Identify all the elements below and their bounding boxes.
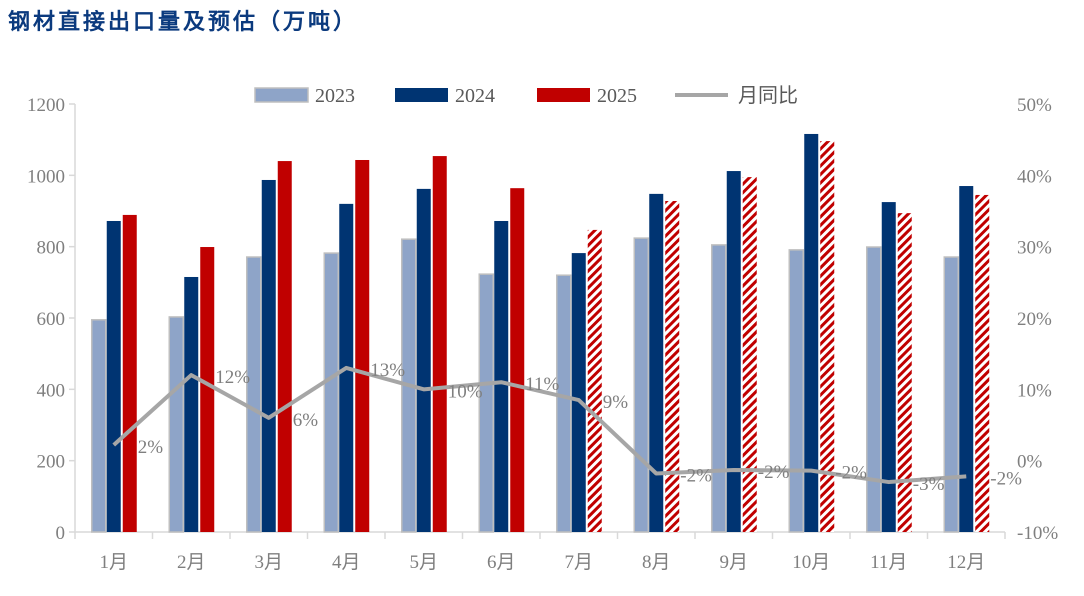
bar-2023-4月 (323, 252, 339, 533)
left-tick-label: 400 (37, 380, 66, 401)
bar-2024-10月 (804, 133, 819, 532)
bar-2024-12月 (959, 186, 974, 533)
x-tick-label: 1月 (99, 552, 128, 573)
right-tick-label: 0% (1017, 452, 1043, 473)
x-tick-label: 7月 (564, 552, 593, 573)
left-tick-label: 800 (37, 238, 66, 259)
bar-2023-11月 (866, 246, 882, 533)
left-tick-label: 600 (37, 309, 66, 330)
bar-2024-8月 (649, 193, 664, 532)
bar-2023-2月 (168, 316, 184, 533)
x-tick-label: 3月 (254, 552, 283, 573)
bar-2025-4月 (355, 159, 370, 532)
right-tick-label: 40% (1017, 166, 1052, 187)
bar-2025-8月 (665, 201, 680, 532)
chart-title: 钢材直接出口量及预估（万吨） (8, 9, 359, 35)
bar-2025-1月 (122, 214, 137, 532)
line-data-label: 10% (448, 381, 483, 402)
line-data-label: -2% (680, 466, 712, 487)
line-data-label: 11% (525, 374, 559, 395)
bar-2023-6月 (478, 273, 494, 533)
right-tick-label: 10% (1017, 380, 1052, 401)
bar-2024-11月 (881, 202, 896, 533)
x-tick-label: 5月 (409, 552, 438, 573)
legend-swatch-2023 (254, 87, 309, 103)
bar-2025-12月 (975, 194, 990, 532)
bar-2023-3月 (246, 256, 262, 533)
x-tick-label: 11月 (870, 552, 907, 573)
line-data-label: 6% (293, 410, 319, 431)
legend-label: 2025 (597, 85, 637, 107)
x-tick-label: 9月 (719, 552, 748, 573)
bar-2023-9月 (711, 244, 727, 533)
line-data-label: 13% (370, 360, 405, 381)
x-tick-label: 8月 (642, 552, 671, 573)
bar-2024-2月 (184, 276, 199, 532)
right-tick-label: -10% (1017, 523, 1058, 544)
right-tick-label: 20% (1017, 309, 1052, 330)
bar-2025-6月 (510, 188, 525, 532)
left-tick-label: 200 (37, 452, 66, 473)
right-tick-label: 30% (1017, 238, 1052, 259)
line-data-label: -2% (758, 462, 790, 483)
line-data-label: -2% (835, 463, 867, 484)
legend-swatch-2024 (395, 88, 448, 102)
bar-2025-11月 (897, 213, 912, 532)
x-tick-label: 12月 (947, 552, 985, 573)
legend-label: 2023 (315, 85, 355, 107)
x-tick-label: 4月 (332, 552, 361, 573)
left-tick-label: 0 (56, 523, 66, 544)
bar-2023-12月 (943, 256, 959, 533)
line-data-label: 9% (603, 392, 629, 413)
bar-2025-5月 (432, 156, 447, 532)
bar-2023-10月 (788, 249, 804, 533)
line-data-label: -2% (990, 468, 1022, 489)
bar-2023-1月 (91, 319, 107, 533)
x-tick-label: 10月 (792, 552, 830, 573)
legend-label: 2024 (455, 85, 495, 107)
bar-2024-1月 (106, 220, 121, 532)
bar-2024-5月 (416, 188, 431, 533)
bar-2025-9月 (742, 177, 757, 532)
bar-2025-2月 (200, 247, 215, 533)
line-data-label: 2% (138, 437, 164, 458)
left-tick-label: 1000 (27, 166, 65, 187)
bar-2023-7月 (556, 274, 572, 533)
bar-2025-10月 (820, 141, 835, 533)
legend-label: 月同比 (738, 84, 798, 107)
bar-2025-3月 (277, 161, 292, 533)
bar-2024-7月 (571, 253, 586, 532)
x-tick-label: 2月 (177, 552, 206, 573)
bar-2025-7月 (587, 229, 602, 533)
left-tick-label: 1200 (27, 95, 65, 116)
bar-2023-8月 (633, 237, 649, 533)
x-tick-label: 6月 (487, 552, 516, 573)
bar-2024-6月 (494, 220, 509, 532)
bar-2024-9月 (726, 171, 741, 532)
right-tick-label: 50% (1017, 95, 1052, 116)
bar-2024-3月 (261, 179, 276, 532)
line-data-label: 12% (215, 367, 250, 388)
legend-swatch-2025 (537, 88, 590, 102)
line-data-label: -3% (913, 474, 945, 495)
line-series-yoy (112, 365, 967, 485)
